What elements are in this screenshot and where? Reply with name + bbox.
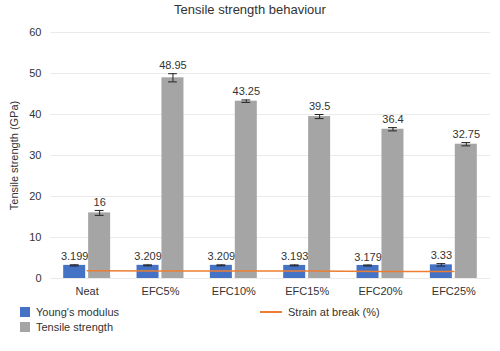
svg-text:3.193: 3.193	[281, 250, 309, 262]
html-text:Tensile strength behaviour: Tensile strength behaviour	[174, 2, 326, 17]
svg-text:30: 30	[29, 149, 41, 161]
svg-text:60: 60	[29, 26, 41, 38]
svg-text:16: 16	[94, 196, 106, 208]
svg-text:EFC25%: EFC25%	[432, 285, 476, 297]
svg-text:3.209: 3.209	[208, 250, 236, 262]
svg-text:3.179: 3.179	[354, 250, 382, 262]
svg-text:3.199: 3.199	[61, 250, 89, 262]
svg-text:20: 20	[29, 190, 41, 202]
svg-text:48.95: 48.95	[159, 59, 187, 71]
svg-text:Tensile strength (GPa): Tensile strength (GPa)	[8, 101, 20, 210]
svg-text:0: 0	[35, 272, 41, 284]
svg-text:32.75: 32.75	[453, 128, 481, 140]
svg-text:EFC15%: EFC15%	[285, 285, 329, 297]
svg-text:EFC10%: EFC10%	[212, 285, 256, 297]
svg-text:50: 50	[29, 67, 41, 79]
svg-text:10: 10	[29, 231, 41, 243]
svg-text:Neat: Neat	[76, 285, 99, 297]
svg-text:40: 40	[29, 108, 41, 120]
svg-text:3.33: 3.33	[431, 249, 452, 261]
svg-text:39.5: 39.5	[309, 100, 330, 112]
svg-text:36.4: 36.4	[382, 113, 403, 125]
svg-text:43.25: 43.25	[233, 85, 261, 97]
svg-text:EFC20%: EFC20%	[358, 285, 402, 297]
svg-text:3.209: 3.209	[134, 250, 162, 262]
html-text:Young's modulus: Young's modulus	[36, 306, 119, 318]
svg-text:EFC5%: EFC5%	[142, 285, 180, 297]
html-text:Tensile strength: Tensile strength	[36, 321, 113, 333]
html-text:Strain at break (%): Strain at break (%)	[288, 306, 380, 318]
